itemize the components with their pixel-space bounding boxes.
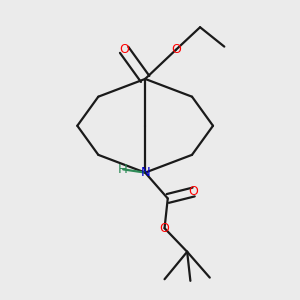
Text: O: O [189, 185, 199, 199]
Text: O: O [160, 222, 170, 235]
Text: N: N [140, 166, 150, 179]
Text: O: O [171, 43, 181, 56]
Text: H: H [118, 163, 128, 176]
Text: O: O [119, 43, 129, 56]
